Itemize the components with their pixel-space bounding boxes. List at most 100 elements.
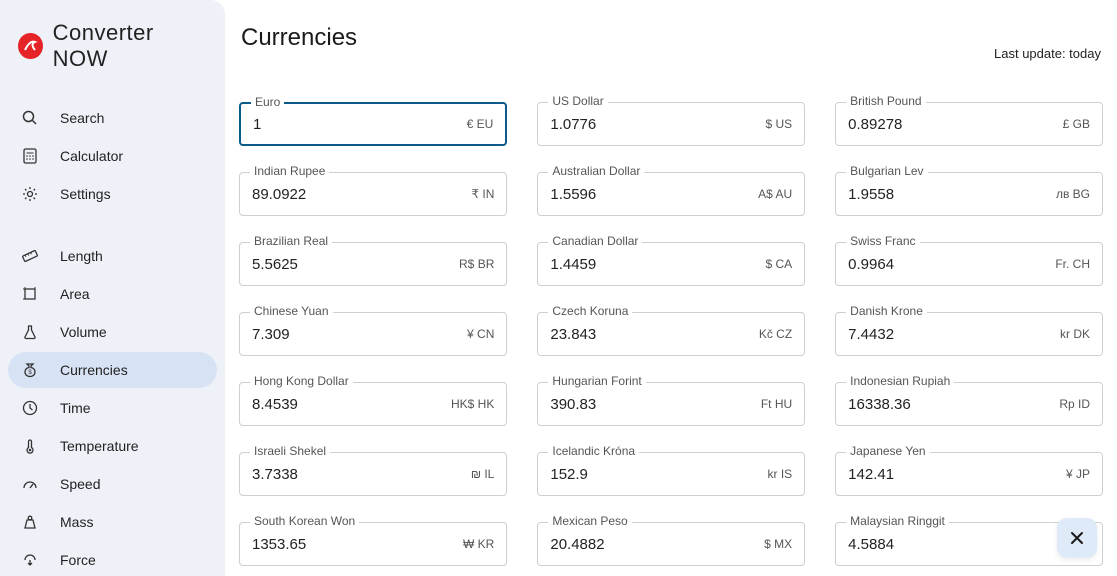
field-value-input[interactable] bbox=[252, 396, 451, 413]
field-value-input[interactable] bbox=[252, 186, 471, 203]
search-icon bbox=[20, 108, 40, 128]
currency-field-south-korean-won[interactable]: South Korean Won₩ KR bbox=[239, 522, 507, 566]
field-unit: ¥ CN bbox=[467, 327, 494, 341]
currency-field-czech-koruna[interactable]: Czech KorunaKč CZ bbox=[537, 312, 805, 356]
field-value-input[interactable] bbox=[252, 536, 463, 553]
nav-top-settings[interactable]: Settings bbox=[8, 176, 217, 212]
field-label: Brazilian Real bbox=[250, 234, 332, 248]
field-unit: Ft HU bbox=[761, 397, 792, 411]
currency-field-mexican-peso[interactable]: Mexican Peso$ MX bbox=[537, 522, 805, 566]
field-value-input[interactable] bbox=[848, 536, 1090, 553]
ruler-icon bbox=[20, 246, 40, 266]
field-value-input[interactable] bbox=[550, 186, 758, 203]
field-unit: ₹ IN bbox=[471, 187, 494, 201]
nav-category-force[interactable]: Force bbox=[8, 542, 217, 576]
currency-field-brazilian-real[interactable]: Brazilian RealR$ BR bbox=[239, 242, 507, 286]
nav-category-time[interactable]: Time bbox=[8, 390, 217, 426]
force-icon bbox=[20, 550, 40, 570]
calculator-icon bbox=[20, 146, 40, 166]
field-unit: ₩ KR bbox=[463, 537, 494, 551]
field-value-input[interactable] bbox=[550, 466, 767, 483]
currency-field-israeli-shekel[interactable]: Israeli Shekel₪ IL bbox=[239, 452, 507, 496]
currency-field-chinese-yuan[interactable]: Chinese Yuan¥ CN bbox=[239, 312, 507, 356]
sidebar: Converter NOW Search Calculator Settings L… bbox=[0, 0, 225, 576]
nav-category-temperature[interactable]: Temperature bbox=[8, 428, 217, 464]
nav-item-label: Time bbox=[60, 400, 91, 416]
field-label: Malaysian Ringgit bbox=[846, 514, 949, 528]
svg-text:$: $ bbox=[28, 370, 32, 376]
field-value-input[interactable] bbox=[253, 116, 467, 133]
nav-divider bbox=[0, 214, 225, 228]
nav-item-label: Settings bbox=[60, 186, 111, 202]
nav-category-currencies[interactable]: $Currencies bbox=[8, 352, 217, 388]
field-value-input[interactable] bbox=[848, 326, 1060, 343]
field-value-input[interactable] bbox=[550, 256, 765, 273]
field-value-input[interactable] bbox=[848, 186, 1056, 203]
field-value-input[interactable] bbox=[848, 256, 1055, 273]
field-label: Israeli Shekel bbox=[250, 444, 330, 458]
currency-field-swiss-franc[interactable]: Swiss FrancFr. CH bbox=[835, 242, 1103, 286]
field-label: Icelandic Króna bbox=[548, 444, 639, 458]
nav-category-speed[interactable]: Speed bbox=[8, 466, 217, 502]
brand-title: Converter NOW bbox=[53, 20, 207, 72]
currency-field-canadian-dollar[interactable]: Canadian Dollar$ CA bbox=[537, 242, 805, 286]
field-unit: $ CA bbox=[765, 257, 792, 271]
nav-category-mass[interactable]: Mass bbox=[8, 504, 217, 540]
currency-field-icelandic-króna[interactable]: Icelandic Krónakr IS bbox=[537, 452, 805, 496]
flask-icon bbox=[20, 322, 40, 342]
currency-field-hungarian-forint[interactable]: Hungarian ForintFt HU bbox=[537, 382, 805, 426]
field-value-input[interactable] bbox=[550, 396, 760, 413]
nav-category-area[interactable]: Area bbox=[8, 276, 217, 312]
currency-field-british-pound[interactable]: British Pound£ GB bbox=[835, 102, 1103, 146]
field-value-input[interactable] bbox=[550, 536, 764, 553]
last-update-label: Last update: today bbox=[994, 46, 1101, 61]
close-fab-button[interactable] bbox=[1057, 518, 1097, 558]
speed-icon bbox=[20, 474, 40, 494]
area-icon bbox=[20, 284, 40, 304]
field-label: Bulgarian Lev bbox=[846, 164, 927, 178]
field-value-input[interactable] bbox=[252, 256, 459, 273]
currency-field-indian-rupee[interactable]: Indian Rupee₹ IN bbox=[239, 172, 507, 216]
field-value-input[interactable] bbox=[252, 326, 467, 343]
currency-field-indonesian-rupiah[interactable]: Indonesian RupiahRp ID bbox=[835, 382, 1103, 426]
currency-field-australian-dollar[interactable]: Australian DollarA$ AU bbox=[537, 172, 805, 216]
nav-category-length[interactable]: Length bbox=[8, 238, 217, 274]
nav-item-label: Search bbox=[60, 110, 104, 126]
nav-item-label: Speed bbox=[60, 476, 100, 492]
field-label: Danish Krone bbox=[846, 304, 927, 318]
field-label: Indonesian Rupiah bbox=[846, 374, 954, 388]
nav-top-search[interactable]: Search bbox=[8, 100, 217, 136]
nav-item-label: Length bbox=[60, 248, 103, 264]
field-label: British Pound bbox=[846, 94, 925, 108]
nav-category-volume[interactable]: Volume bbox=[8, 314, 217, 350]
currency-field-danish-krone[interactable]: Danish Kronekr DK bbox=[835, 312, 1103, 356]
field-unit: $ MX bbox=[764, 537, 792, 551]
field-value-input[interactable] bbox=[848, 396, 1059, 413]
nav-top-calculator[interactable]: Calculator bbox=[8, 138, 217, 174]
field-value-input[interactable] bbox=[550, 116, 765, 133]
brand: Converter NOW bbox=[0, 14, 225, 90]
field-label: Canadian Dollar bbox=[548, 234, 642, 248]
field-label: Chinese Yuan bbox=[250, 304, 333, 318]
field-unit: kr IS bbox=[768, 467, 793, 481]
currency-field-bulgarian-lev[interactable]: Bulgarian Levлв BG bbox=[835, 172, 1103, 216]
currency-field-euro[interactable]: Euro€ EU bbox=[239, 102, 507, 146]
thermo-icon bbox=[20, 436, 40, 456]
field-unit: HK$ HK bbox=[451, 397, 494, 411]
close-icon bbox=[1068, 529, 1086, 547]
field-value-input[interactable] bbox=[252, 466, 471, 483]
field-unit: Fr. CH bbox=[1055, 257, 1090, 271]
mass-icon bbox=[20, 512, 40, 532]
currency-field-hong-kong-dollar[interactable]: Hong Kong DollarHK$ HK bbox=[239, 382, 507, 426]
field-label: US Dollar bbox=[548, 94, 607, 108]
field-unit: лв BG bbox=[1056, 187, 1090, 201]
field-value-input[interactable] bbox=[848, 116, 1062, 133]
field-unit: kr DK bbox=[1060, 327, 1090, 341]
clock-icon bbox=[20, 398, 40, 418]
field-value-input[interactable] bbox=[848, 466, 1066, 483]
nav-item-label: Temperature bbox=[60, 438, 139, 454]
nav-top-list: Search Calculator Settings bbox=[0, 90, 225, 212]
field-value-input[interactable] bbox=[550, 326, 758, 343]
currency-field-us-dollar[interactable]: US Dollar$ US bbox=[537, 102, 805, 146]
currency-field-japanese-yen[interactable]: Japanese Yen¥ JP bbox=[835, 452, 1103, 496]
